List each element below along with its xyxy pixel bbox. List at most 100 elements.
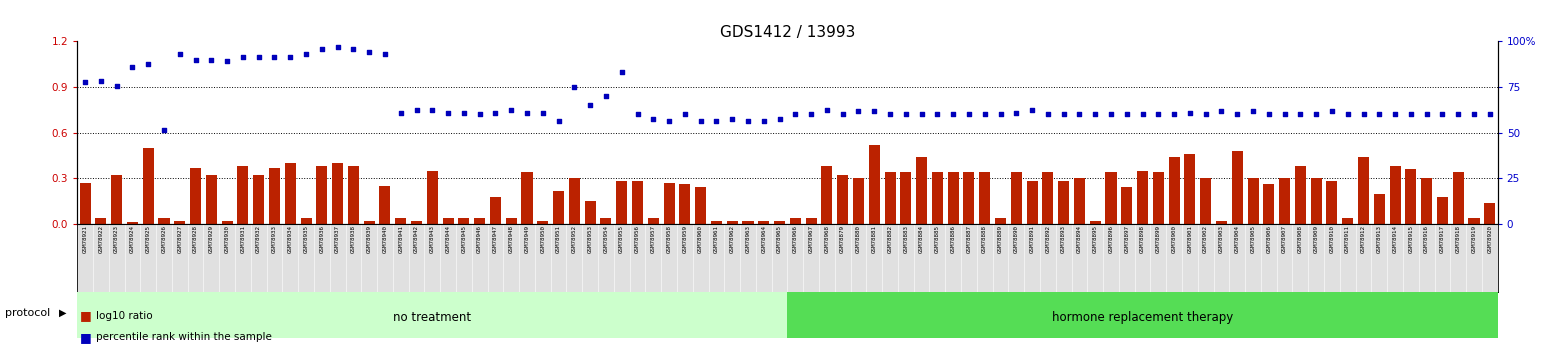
Text: GSM78904: GSM78904: [1235, 225, 1240, 253]
Point: [1082, 112, 1107, 117]
Point: [420, 107, 445, 112]
Bar: [664, 183, 675, 224]
Point: [783, 112, 808, 117]
Point: [1115, 112, 1139, 117]
Text: GSM78930: GSM78930: [224, 225, 230, 253]
Bar: [489, 197, 500, 224]
Text: GSM78911: GSM78911: [1345, 225, 1351, 253]
Text: GSM78947: GSM78947: [493, 225, 499, 253]
Point: [105, 83, 130, 88]
Text: GSM78937: GSM78937: [335, 225, 340, 253]
Point: [1161, 112, 1186, 117]
Bar: [1420, 178, 1433, 224]
Bar: [1042, 172, 1053, 224]
Bar: [1468, 218, 1479, 224]
Text: GSM78949: GSM78949: [525, 225, 530, 253]
Bar: [948, 172, 959, 224]
Point: [925, 112, 950, 117]
Bar: [1263, 185, 1274, 224]
Bar: [1058, 181, 1068, 224]
Text: GSM78931: GSM78931: [241, 225, 245, 253]
Point: [593, 93, 618, 99]
Text: ■: ■: [80, 331, 93, 344]
Bar: [1217, 221, 1227, 224]
Point: [846, 109, 871, 114]
Point: [1399, 112, 1424, 117]
Point: [815, 107, 840, 112]
Text: GSM78912: GSM78912: [1360, 225, 1366, 253]
Point: [641, 116, 665, 122]
Text: GSM78959: GSM78959: [682, 225, 687, 253]
Text: GSM78964: GSM78964: [761, 225, 766, 253]
Point: [1414, 112, 1439, 117]
Point: [215, 58, 239, 64]
Bar: [806, 218, 817, 224]
Bar: [253, 175, 264, 224]
Bar: [979, 172, 990, 224]
Point: [309, 46, 334, 52]
Point: [767, 116, 792, 122]
Text: GSM78926: GSM78926: [162, 225, 167, 253]
Bar: [885, 172, 896, 224]
Bar: [411, 221, 422, 224]
Bar: [1278, 178, 1291, 224]
Bar: [142, 148, 154, 224]
Point: [1257, 112, 1282, 117]
Text: GSM78962: GSM78962: [730, 225, 735, 253]
Text: GSM78901: GSM78901: [1187, 225, 1192, 253]
Point: [247, 54, 272, 59]
Point: [531, 110, 556, 116]
Text: GSM78929: GSM78929: [208, 225, 215, 253]
Point: [1351, 112, 1376, 117]
Bar: [222, 221, 233, 224]
Text: log10 ratio: log10 ratio: [96, 311, 153, 321]
Bar: [1295, 166, 1306, 224]
Point: [1383, 112, 1408, 117]
Point: [1430, 112, 1454, 117]
Bar: [1027, 181, 1038, 224]
Bar: [347, 166, 358, 224]
Text: GSM78916: GSM78916: [1424, 225, 1430, 253]
Point: [720, 116, 744, 122]
Bar: [269, 168, 279, 224]
Text: GSM78880: GSM78880: [855, 225, 862, 253]
Text: GSM78968: GSM78968: [824, 225, 829, 253]
Text: GSM78890: GSM78890: [1014, 225, 1019, 253]
Bar: [869, 145, 880, 224]
Bar: [426, 171, 438, 224]
Text: GSM78925: GSM78925: [145, 225, 151, 253]
Bar: [585, 201, 596, 224]
Bar: [695, 187, 706, 224]
Text: GSM78896: GSM78896: [1109, 225, 1113, 253]
Bar: [1090, 221, 1101, 224]
Text: hormone replacement therapy: hormone replacement therapy: [1051, 311, 1234, 324]
Text: GSM78886: GSM78886: [951, 225, 956, 253]
Bar: [537, 221, 548, 224]
Text: GSM78891: GSM78891: [1030, 225, 1034, 253]
Text: GSM78948: GSM78948: [508, 225, 514, 253]
Bar: [174, 221, 185, 224]
Point: [372, 51, 397, 56]
Point: [151, 127, 176, 132]
Title: GDS1412 / 13993: GDS1412 / 13993: [720, 25, 855, 40]
Bar: [933, 172, 943, 224]
Bar: [332, 163, 343, 224]
Bar: [301, 218, 312, 224]
Bar: [1136, 171, 1149, 224]
Point: [625, 112, 650, 117]
Text: GSM78940: GSM78940: [383, 225, 388, 253]
Bar: [1232, 151, 1243, 224]
Point: [1336, 112, 1360, 117]
Text: ▶: ▶: [59, 308, 66, 318]
Bar: [317, 166, 327, 224]
Text: GSM78928: GSM78928: [193, 225, 198, 253]
Bar: [821, 166, 832, 224]
Point: [973, 112, 997, 117]
Text: GSM78956: GSM78956: [635, 225, 641, 253]
Text: GSM78941: GSM78941: [398, 225, 403, 253]
Point: [877, 112, 902, 117]
Bar: [727, 221, 738, 224]
Bar: [743, 221, 753, 224]
Bar: [553, 190, 564, 224]
Point: [184, 57, 208, 62]
